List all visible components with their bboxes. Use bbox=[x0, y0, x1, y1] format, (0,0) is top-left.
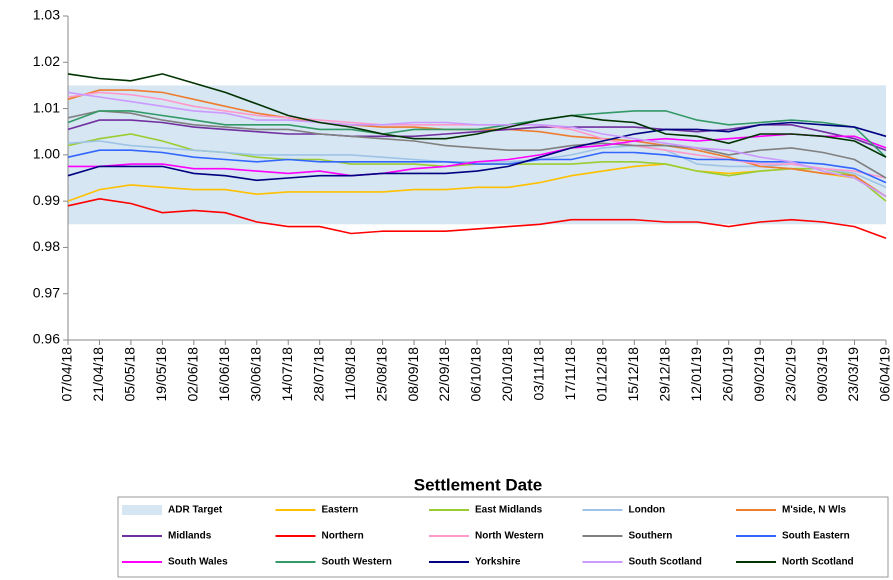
x-tick-label: 03/11/18 bbox=[531, 347, 547, 401]
legend-label: South Scotland bbox=[629, 557, 702, 568]
series-line bbox=[67, 197, 887, 239]
x-tick-label: 15/12/18 bbox=[625, 347, 641, 402]
x-tick-label: 16/06/18 bbox=[216, 347, 232, 402]
x-tick-label: 23/02/19 bbox=[782, 347, 798, 402]
x-tick-label: 05/05/18 bbox=[122, 347, 138, 402]
y-tick-label: 0.99 bbox=[33, 192, 60, 208]
x-tick-label: 06/04/19 bbox=[877, 347, 893, 402]
series-line bbox=[67, 110, 887, 179]
x-tick-label: 09/03/19 bbox=[814, 347, 830, 402]
x-tick-label: 23/03/19 bbox=[845, 347, 861, 402]
legend-label: M'side, N Wls bbox=[782, 505, 846, 516]
legend-swatch bbox=[122, 505, 162, 515]
series-line bbox=[67, 110, 887, 158]
x-tick-label: 12/01/19 bbox=[688, 347, 704, 402]
legend-label: South Western bbox=[322, 557, 392, 568]
x-tick-label: 26/01/19 bbox=[719, 347, 735, 402]
x-tick-label: 08/09/18 bbox=[405, 347, 421, 402]
x-tick-label: 02/06/18 bbox=[185, 347, 201, 402]
x-tick-label: 20/10/18 bbox=[499, 347, 515, 402]
series-line bbox=[67, 121, 887, 182]
y-tick-label: 1.00 bbox=[33, 146, 60, 162]
y-tick-label: 1.01 bbox=[33, 99, 60, 115]
x-tick-label: 19/05/18 bbox=[153, 347, 169, 402]
x-tick-label: 09/02/19 bbox=[751, 347, 767, 402]
x-tick-label: 29/12/18 bbox=[656, 347, 672, 402]
series-line bbox=[67, 149, 887, 184]
series-line bbox=[67, 73, 887, 158]
legend-label: North Western bbox=[475, 531, 544, 542]
x-tick-label: 28/07/18 bbox=[310, 347, 326, 402]
y-tick-label: 0.97 bbox=[33, 284, 60, 300]
x-tick-label: 14/07/18 bbox=[279, 347, 295, 402]
legend-label: South Wales bbox=[168, 557, 228, 568]
series-line bbox=[67, 91, 887, 198]
legend-label: Yorkshire bbox=[475, 557, 521, 568]
x-tick-label: 25/08/18 bbox=[373, 347, 389, 402]
legend-label: South Eastern bbox=[782, 531, 850, 542]
x-tick-label: 01/12/18 bbox=[594, 347, 610, 402]
legend-label: East Midlands bbox=[475, 505, 543, 516]
y-tick-label: 1.02 bbox=[33, 53, 60, 69]
y-tick-label: 0.98 bbox=[33, 238, 60, 254]
x-tick-label: 30/06/18 bbox=[247, 347, 263, 402]
y-tick-label: 1.03 bbox=[33, 7, 60, 23]
legend-label: Midlands bbox=[168, 531, 212, 542]
x-tick-label: 06/10/18 bbox=[468, 347, 484, 402]
legend-label: London bbox=[629, 505, 666, 516]
legend-label: Northern bbox=[322, 531, 364, 542]
x-tick-label: 11/08/18 bbox=[342, 347, 358, 401]
y-tick-label: 0.96 bbox=[33, 331, 60, 347]
legend-label: Eastern bbox=[322, 505, 359, 516]
x-tick-label: 22/09/18 bbox=[436, 347, 452, 402]
x-tick-label: 21/04/18 bbox=[90, 347, 106, 402]
x-axis-title: Settlement Date bbox=[414, 475, 542, 494]
legend-label: North Scotland bbox=[782, 557, 854, 568]
x-tick-label: 07/04/18 bbox=[59, 347, 75, 402]
legend-label: ADR Target bbox=[168, 505, 223, 516]
legend-label: Southern bbox=[629, 531, 673, 542]
x-tick-label: 17/11/18 bbox=[562, 347, 578, 401]
